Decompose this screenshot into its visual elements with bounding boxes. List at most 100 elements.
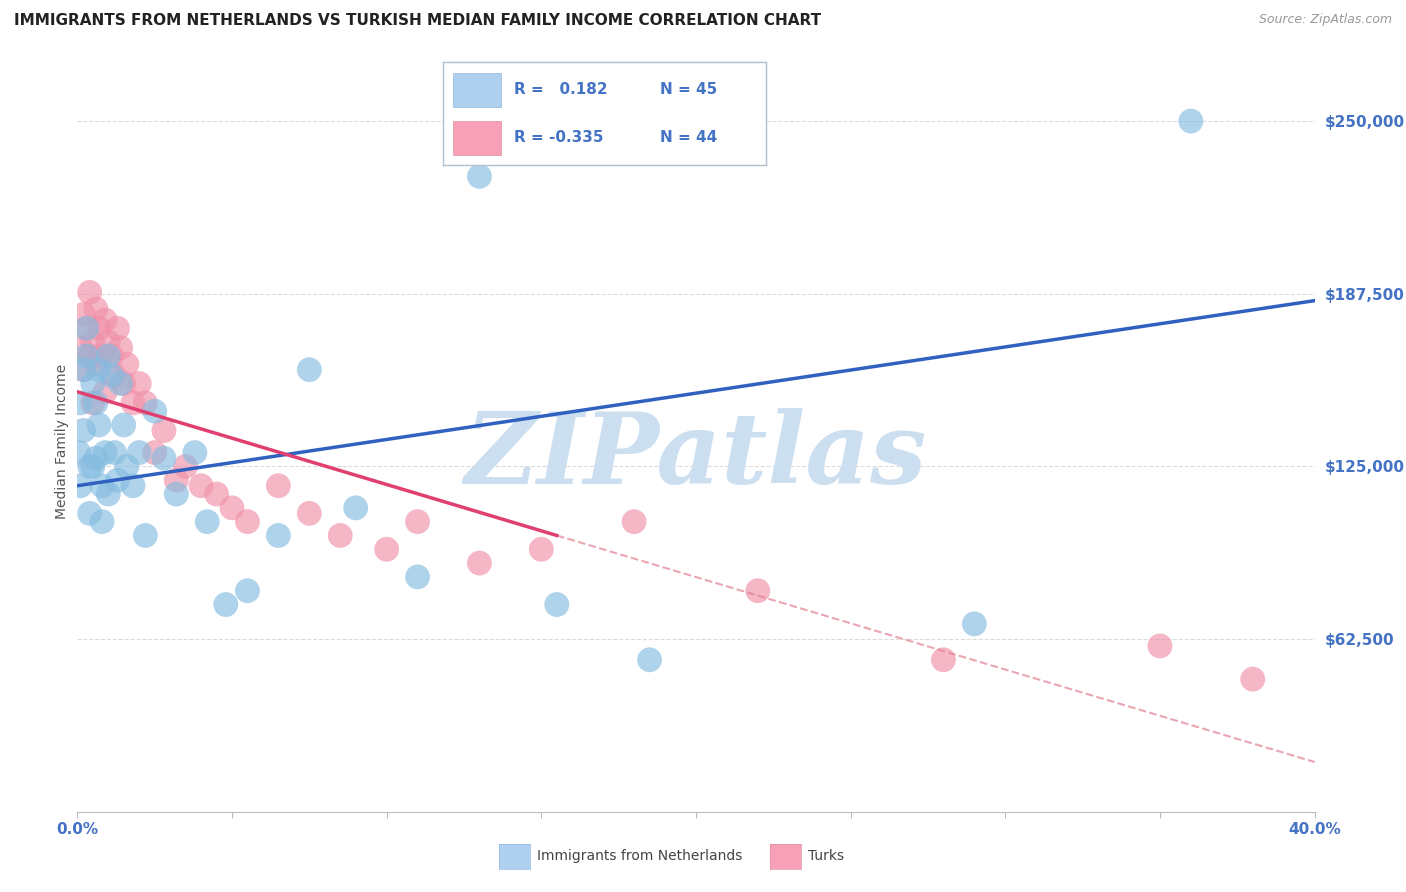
Point [963, 616, 986, 631]
Text: Immigrants from Netherlands: Immigrants from Netherlands [537, 849, 742, 863]
Point [76, 321, 98, 335]
Point [72, 308, 94, 322]
Point [546, 598, 568, 612]
Point [122, 396, 145, 410]
Point [72, 362, 94, 376]
Point [103, 368, 125, 383]
Point [298, 362, 321, 376]
Text: Source: ZipAtlas.com: Source: ZipAtlas.com [1258, 13, 1392, 27]
Point [94, 313, 117, 327]
Point [932, 653, 955, 667]
Point [236, 515, 259, 529]
Y-axis label: Median Family Income: Median Family Income [55, 364, 69, 519]
Point [468, 556, 491, 570]
Point [84, 396, 107, 410]
Point [165, 487, 187, 501]
Point [97, 487, 120, 501]
Point [267, 479, 290, 493]
Point [79, 349, 101, 363]
Point [72, 362, 94, 376]
Point [84, 301, 107, 316]
Point [67, 445, 90, 459]
Text: ZIPatlas: ZIPatlas [465, 409, 927, 505]
Point [128, 376, 150, 391]
Point [115, 357, 138, 371]
Text: IMMIGRANTS FROM NETHERLANDS VS TURKISH MEDIAN FAMILY INCOME CORRELATION CHART: IMMIGRANTS FROM NETHERLANDS VS TURKISH M… [14, 13, 821, 29]
Point [91, 349, 114, 363]
Point [112, 376, 135, 391]
Point [82, 376, 104, 391]
Point [165, 473, 187, 487]
Point [1180, 114, 1202, 128]
Point [215, 598, 238, 612]
Point [468, 169, 491, 184]
Point [94, 445, 117, 459]
Bar [453, 73, 501, 106]
Point [298, 507, 321, 521]
Point [87, 362, 110, 376]
Point [79, 285, 101, 300]
Point [82, 459, 104, 474]
Point [221, 500, 243, 515]
Text: Turks: Turks [808, 849, 845, 863]
Point [69, 479, 91, 493]
Point [1241, 672, 1264, 686]
Point [100, 368, 122, 383]
Point [267, 528, 290, 542]
Point [236, 583, 259, 598]
Point [195, 515, 218, 529]
Point [112, 417, 135, 432]
Point [623, 515, 645, 529]
Point [110, 376, 132, 391]
Point [87, 321, 110, 335]
Point [406, 515, 429, 529]
Point [638, 653, 661, 667]
Text: N = 45: N = 45 [659, 82, 717, 97]
Point [103, 445, 125, 459]
Point [97, 349, 120, 363]
Text: R =   0.182: R = 0.182 [515, 82, 607, 97]
Point [110, 341, 132, 355]
Point [76, 349, 98, 363]
Point [82, 335, 104, 350]
Point [1149, 639, 1171, 653]
Point [82, 396, 104, 410]
Point [115, 459, 138, 474]
Point [128, 445, 150, 459]
Point [79, 507, 101, 521]
Point [184, 445, 207, 459]
Point [107, 473, 129, 487]
Point [375, 542, 398, 557]
Point [91, 479, 114, 493]
Bar [453, 121, 501, 155]
Point [122, 479, 145, 493]
Point [87, 417, 110, 432]
Point [344, 500, 367, 515]
Point [406, 570, 429, 584]
Point [69, 396, 91, 410]
Point [69, 341, 91, 355]
Point [134, 396, 156, 410]
Point [153, 424, 176, 438]
Point [84, 357, 107, 371]
Text: N = 44: N = 44 [659, 130, 717, 145]
Point [143, 445, 166, 459]
Point [107, 321, 129, 335]
Point [100, 349, 122, 363]
Point [72, 424, 94, 438]
Point [91, 515, 114, 529]
Point [205, 487, 228, 501]
Point [747, 583, 769, 598]
Text: R = -0.335: R = -0.335 [515, 130, 603, 145]
Point [94, 384, 117, 399]
Point [143, 404, 166, 418]
Point [174, 459, 197, 474]
Point [79, 459, 101, 474]
Point [190, 479, 212, 493]
Point [530, 542, 553, 557]
Point [97, 335, 120, 350]
Point [84, 451, 107, 466]
Point [153, 451, 176, 466]
Point [76, 321, 98, 335]
Point [329, 528, 352, 542]
